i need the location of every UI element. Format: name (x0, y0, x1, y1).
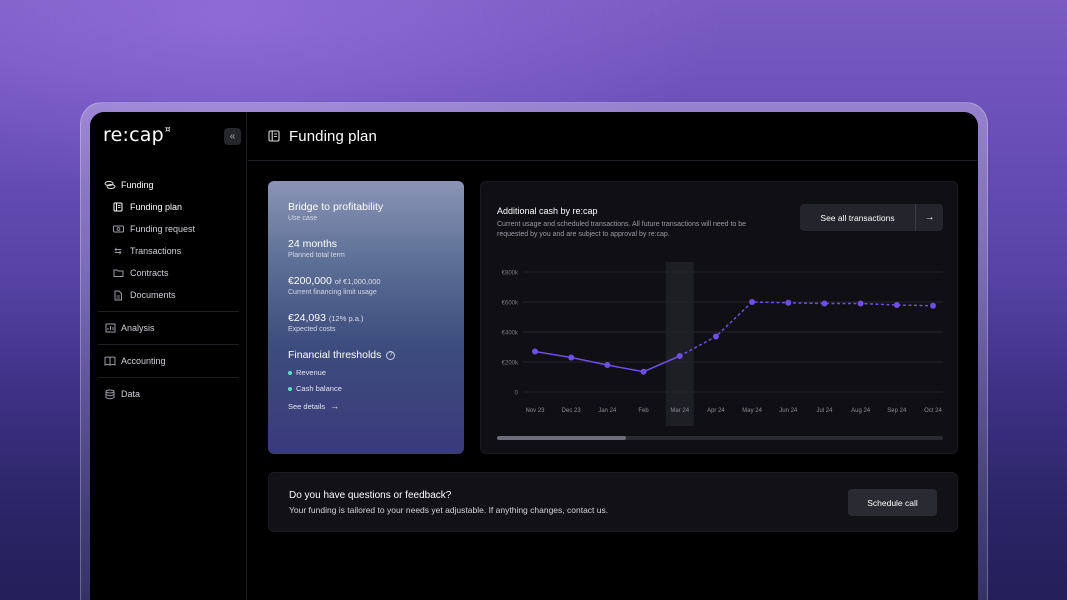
database-icon (104, 388, 116, 400)
collapse-sidebar-button[interactable]: « (224, 128, 241, 145)
sidebar-item-accounting[interactable]: Accounting (90, 350, 247, 372)
data-point (893, 302, 900, 308)
x-tick-label: May 24 (742, 408, 762, 414)
x-tick-label: Feb (638, 408, 649, 414)
book-icon (104, 355, 116, 367)
funding-summary-card: Bridge to profitability Use case 24 mont… (268, 181, 464, 454)
y-tick-label: €600k (502, 301, 519, 307)
x-tick-label: Oct 24 (924, 408, 942, 414)
data-point (821, 300, 828, 307)
schedule-call-button[interactable]: Schedule call (848, 489, 937, 516)
document-icon (268, 130, 280, 142)
data-point (568, 354, 575, 361)
file-icon (112, 289, 124, 301)
banknote-icon (112, 223, 124, 235)
sidebar: re:cap¤ « Funding Funding plan (90, 112, 247, 600)
sidebar-item-documents[interactable]: Documents (90, 284, 247, 306)
x-tick-label: Mar 24 (670, 408, 689, 414)
arrow-right-icon: → (915, 204, 943, 231)
x-tick-label: Jul 24 (816, 408, 833, 414)
sidebar-nav: Funding Funding plan Funding request ⇆ T… (90, 174, 247, 405)
x-tick-label: Apr 24 (707, 408, 725, 414)
page-header: Funding plan (248, 112, 978, 161)
use-case-metric: Bridge to profitability Use case (288, 201, 384, 222)
sidebar-item-contracts[interactable]: Contracts (90, 262, 247, 284)
x-tick-label: Jan 24 (598, 408, 617, 414)
x-tick-label: Aug 24 (851, 408, 871, 414)
arrows-exchange-icon: ⇆ (114, 245, 122, 256)
app-window: re:cap¤ « Funding Funding plan (90, 112, 978, 600)
sidebar-item-transactions[interactable]: ⇆ Transactions (90, 240, 247, 262)
additional-cash-card: Additional cash by re:cap Current usage … (480, 181, 958, 454)
sidebar-item-funding-request[interactable]: Funding request (90, 218, 247, 240)
x-tick-label: Sep 24 (887, 408, 907, 414)
chart-icon (104, 322, 116, 334)
term-metric: 24 months Planned total term (288, 238, 345, 259)
data-point (712, 333, 719, 340)
help-icon[interactable]: ? (386, 350, 396, 360)
sidebar-item-funding-plan[interactable]: Funding plan (90, 196, 247, 218)
threshold-item-revenue: Revenue (288, 368, 444, 377)
see-all-transactions-button[interactable]: See all transactions → (800, 204, 943, 231)
cash-line-chart: 0 €200k €400k €600k €800k Nov 23 Dec 23 Jan 24 F… (502, 262, 943, 426)
x-tick-label: Jun 24 (779, 408, 798, 414)
financial-thresholds-title: Financial thresholds ? (288, 349, 444, 361)
data-point (604, 362, 611, 368)
sidebar-item-analysis[interactable]: Analysis (90, 317, 247, 339)
chart-description: Current usage and scheduled transactions… (497, 221, 747, 238)
data-point (930, 302, 936, 309)
data-point (676, 353, 683, 359)
folder-icon (112, 267, 124, 279)
status-dot (288, 370, 292, 375)
page-title: Funding plan (289, 127, 377, 145)
sidebar-item-funding[interactable]: Funding (90, 174, 247, 196)
data-point (857, 300, 864, 307)
arrow-right-icon: → (330, 401, 340, 411)
see-details-link[interactable]: See details → (288, 401, 340, 411)
y-tick-label: €800k (502, 271, 519, 277)
logo[interactable]: re:cap¤ (103, 124, 171, 146)
feedback-text: Your funding is tailored to your needs y… (289, 505, 609, 515)
y-tick-label: 0 (515, 391, 519, 397)
limit-usage-metric: €200,000 of €1,000,000 Current financing… (288, 275, 381, 296)
data-point (532, 348, 538, 355)
sidebar-divider (98, 344, 239, 345)
series-line-scheduled (679, 301, 934, 357)
x-tick-label: Nov 23 (525, 408, 545, 414)
y-tick-label: €400k (502, 331, 519, 337)
double-chevron-left-icon: « (229, 131, 236, 142)
document-icon (112, 201, 124, 213)
threshold-item-cash-balance: Cash balance (288, 384, 444, 393)
data-point (785, 299, 792, 306)
feedback-title: Do you have questions or feedback? (289, 490, 452, 501)
data-point (640, 368, 647, 375)
chart-scrollbar[interactable] (497, 436, 943, 440)
feedback-card: Do you have questions or feedback? Your … (268, 472, 958, 532)
sidebar-divider (98, 377, 239, 378)
sidebar-item-data[interactable]: Data (90, 383, 247, 405)
y-tick-label: €200k (502, 361, 519, 367)
coins-icon (104, 179, 116, 191)
sidebar-divider (98, 311, 239, 312)
chart-title: Additional cash by re:cap (497, 206, 598, 216)
x-tick-label: Dec 23 (562, 408, 582, 414)
data-point (749, 299, 756, 305)
chart-scroll-thumb[interactable] (497, 436, 627, 440)
highlight-column (665, 262, 694, 426)
expected-costs-metric: €24,093 (12% p.a.) Expected costs (288, 312, 364, 333)
status-dot (288, 386, 292, 391)
